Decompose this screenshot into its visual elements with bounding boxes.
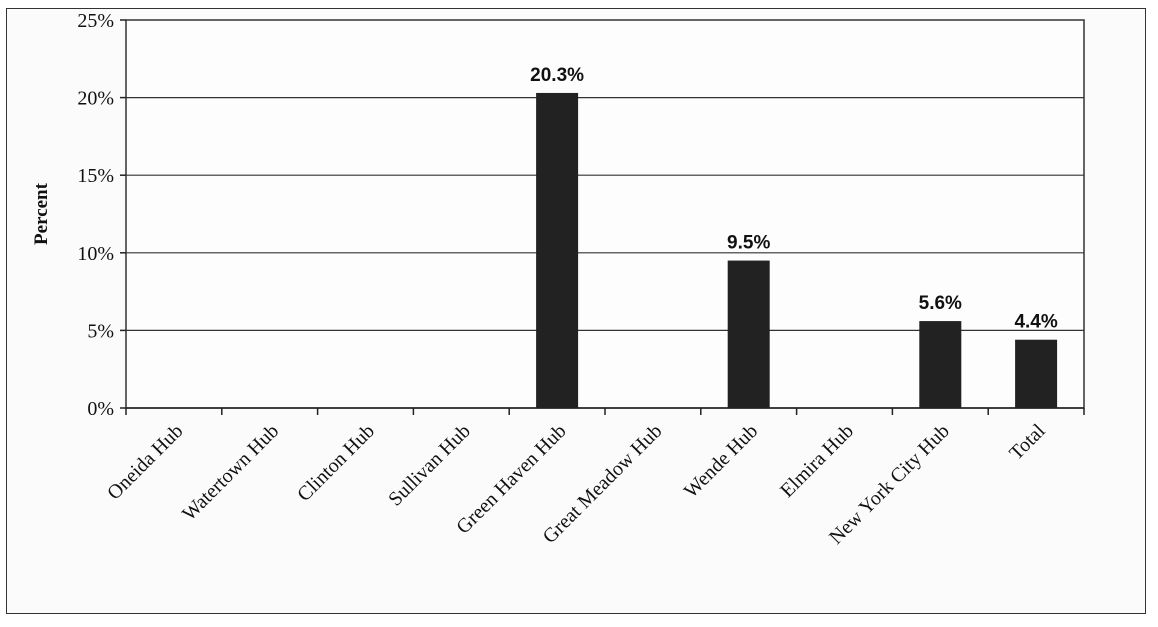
data-label: 5.6% xyxy=(919,293,962,314)
y-tick-label: 20% xyxy=(77,88,114,110)
data-label: 9.5% xyxy=(727,233,770,254)
x-tick-label: Watertown Hub xyxy=(178,420,283,525)
x-tick-label: Sullivan Hub xyxy=(384,420,475,511)
y-tick-label: 5% xyxy=(87,320,114,342)
y-tick-label: 0% xyxy=(87,398,114,420)
x-tick-label: Oneida Hub xyxy=(103,420,187,504)
bar-total xyxy=(1015,339,1058,408)
bar-new-york-city-hub xyxy=(919,321,962,408)
data-label: 4.4% xyxy=(1014,312,1057,333)
x-tick-label: Wende Hub xyxy=(680,420,762,502)
bar-wende-hub xyxy=(727,260,770,408)
x-tick-label: Total xyxy=(1005,420,1050,465)
bar-green-haven-hub xyxy=(536,92,579,408)
y-axis-title: Percent xyxy=(31,182,52,245)
data-label: 20.3% xyxy=(530,65,584,86)
y-tick-label: 10% xyxy=(77,243,114,265)
y-tick-label: 15% xyxy=(77,165,114,187)
y-tick-label: 25% xyxy=(77,10,114,32)
x-tick-label: Clinton Hub xyxy=(293,420,379,506)
x-tick-label: Elmira Hub xyxy=(776,420,858,502)
